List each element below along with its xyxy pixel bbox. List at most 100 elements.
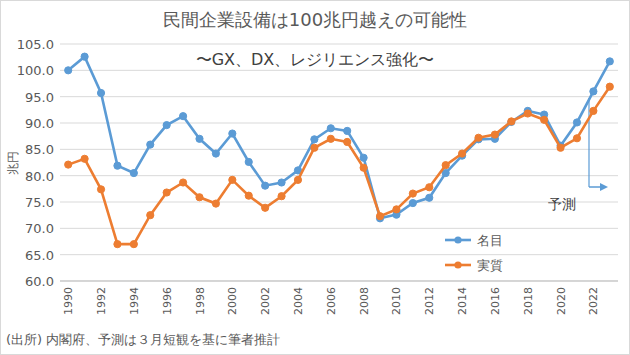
x-tick-label: 2000 (226, 287, 239, 315)
y-tick-label: 85.0 (25, 142, 54, 157)
series-marker (311, 144, 318, 151)
y-axis-label: 兆円 (6, 151, 20, 175)
legend-marker (454, 236, 461, 243)
grid-line (60, 254, 618, 255)
x-tick-label: 1992 (95, 287, 108, 315)
series-marker (458, 150, 465, 157)
series-marker (179, 113, 186, 120)
x-tick-label: 2016 (489, 287, 502, 315)
series-marker (130, 241, 137, 248)
x-axis (60, 281, 618, 282)
series-marker (475, 134, 482, 141)
x-tick-label: 2002 (259, 287, 272, 315)
series-marker (114, 241, 121, 248)
series-marker (212, 200, 219, 207)
series-marker (114, 162, 121, 169)
series-marker (212, 150, 219, 157)
grid-line (60, 175, 618, 176)
x-tick-label: 2010 (390, 287, 403, 315)
x-tick-label: 2008 (358, 287, 371, 315)
y-tick-label: 105.0 (17, 37, 54, 52)
x-tick-label: 1990 (62, 287, 75, 315)
series-marker (65, 67, 72, 74)
legend-label: 実質 (477, 258, 503, 273)
series-marker (409, 190, 416, 197)
series-marker (606, 58, 613, 65)
series-marker (590, 107, 597, 114)
forecast-arrow-head (600, 183, 608, 191)
plot-area (65, 53, 614, 248)
y-tick-label: 90.0 (25, 116, 54, 131)
series-marker (196, 135, 203, 142)
series-marker (442, 162, 449, 169)
source-note: (出所) 内閣府、予測は３月短観を基に筆者推計 (6, 332, 280, 347)
x-tick-label: 2012 (423, 287, 436, 315)
series-marker (327, 125, 334, 132)
x-tick-label: 1998 (194, 287, 207, 315)
chart: 60.065.070.075.080.085.090.095.0100.0105… (0, 0, 630, 355)
annotation: 予測 (548, 196, 576, 212)
series-marker (426, 184, 433, 191)
series-marker (327, 135, 334, 142)
y-tick-label: 95.0 (25, 90, 54, 105)
series-marker (508, 118, 515, 125)
grid-line (60, 202, 618, 203)
x-tick-label: 1994 (128, 287, 141, 315)
series-marker (344, 127, 351, 134)
series-marker (573, 135, 580, 142)
series-marker (81, 155, 88, 162)
series-marker (376, 213, 383, 220)
y-tick-label: 60.0 (25, 274, 54, 289)
series-marker (508, 118, 515, 125)
series-marker (245, 192, 252, 199)
series-marker (311, 136, 318, 143)
series-marker (426, 194, 433, 201)
x-tick-label: 2022 (587, 287, 600, 315)
series-marker (541, 116, 548, 123)
series-marker (163, 189, 170, 196)
series-line (68, 87, 610, 244)
y-tick-label: 70.0 (25, 221, 54, 236)
series-marker (262, 182, 269, 189)
grid-line (60, 281, 618, 282)
series-marker (196, 194, 203, 201)
series-marker (573, 119, 580, 126)
legend-label: 名目 (477, 233, 503, 248)
y-tick-label: 65.0 (25, 248, 54, 263)
series-marker (262, 204, 269, 211)
grid-line (60, 96, 618, 97)
y-tick-label: 100.0 (17, 63, 54, 78)
grid-line (60, 123, 618, 124)
legend-marker (454, 261, 461, 268)
series-marker (229, 176, 236, 183)
series-marker (97, 186, 104, 193)
chart-frame (1, 1, 630, 355)
title: 民間企業設備は100兆円越えの可能性 (163, 9, 467, 30)
series-marker (590, 88, 597, 95)
series-marker (163, 122, 170, 129)
x-tick-label: 2004 (292, 287, 305, 315)
series-marker (65, 161, 72, 168)
series-marker (294, 176, 301, 183)
series-marker (245, 158, 252, 165)
series-marker (278, 179, 285, 186)
series-marker (557, 144, 564, 151)
series-marker (606, 83, 613, 90)
series-marker (229, 130, 236, 137)
series-marker (81, 53, 88, 60)
series-marker (360, 154, 367, 161)
series-marker (360, 164, 367, 171)
series-marker (409, 199, 416, 206)
x-tick-label: 2018 (522, 287, 535, 315)
x-tick-label: 2020 (555, 287, 568, 315)
series-marker (393, 206, 400, 213)
series-marker (278, 193, 285, 200)
series-marker (147, 141, 154, 148)
series-marker (97, 89, 104, 96)
series-marker (491, 131, 498, 138)
grid-line (60, 44, 618, 45)
y-tick-label: 75.0 (25, 195, 54, 210)
series-marker (344, 138, 351, 145)
x-tick-label: 2014 (456, 287, 469, 315)
series-line (68, 57, 610, 219)
